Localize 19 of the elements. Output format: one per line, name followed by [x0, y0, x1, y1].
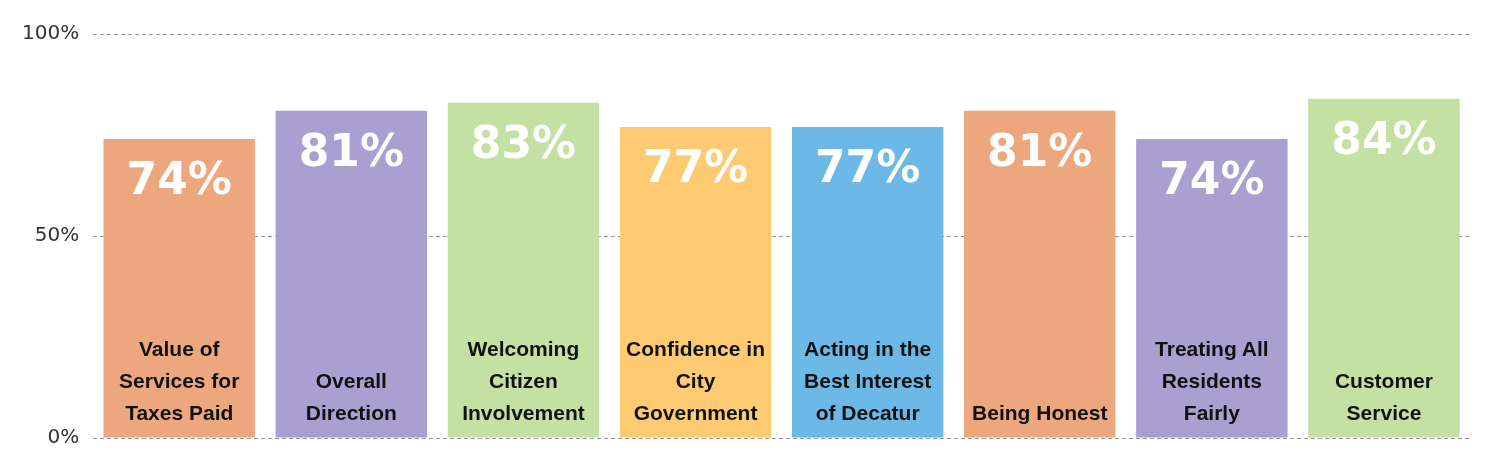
data-label: 83% — [470, 117, 577, 169]
y-tick-label: 100% — [21, 20, 80, 45]
x-tick-label: Welcoming Citizen Involvement — [462, 337, 585, 424]
x-tick-label: Being Honest — [972, 401, 1108, 424]
data-label: 77% — [642, 141, 749, 193]
data-label: 81% — [298, 125, 404, 177]
y-tick-label: 0% — [47, 424, 80, 449]
data-label: 81% — [987, 125, 1093, 177]
x-tick-label: Acting in the Best Interest of Decatur — [804, 337, 932, 424]
x-tick-label: Overall Direction — [305, 369, 397, 424]
x-tick-label: Value of Services for Taxes Paid — [119, 337, 240, 424]
x-tick-label: Confidence in City Government — [626, 337, 765, 424]
data-label: 77% — [814, 141, 921, 193]
x-tick-label: Customer Service — [1334, 369, 1433, 424]
data-label: 74% — [126, 153, 232, 205]
x-tick-label: Treating All Residents Fairly — [1155, 337, 1269, 424]
y-tick-label: 50% — [34, 222, 80, 247]
data-label: 74% — [1159, 153, 1265, 205]
data-label: 84% — [1331, 113, 1437, 165]
